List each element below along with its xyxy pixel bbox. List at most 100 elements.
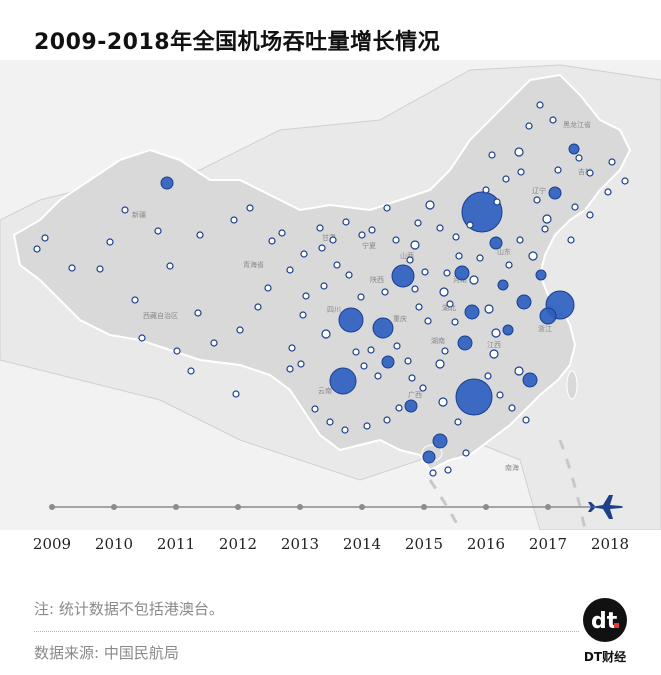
airport-bubble bbox=[542, 214, 552, 224]
airport-bubble bbox=[528, 251, 538, 261]
airport-bubble bbox=[96, 265, 104, 273]
airport-bubble bbox=[41, 234, 49, 242]
map-label: 湖北 bbox=[442, 303, 456, 312]
map-label: 重庆 bbox=[393, 314, 407, 323]
airport-bubble bbox=[338, 307, 364, 333]
airport-bubble bbox=[469, 275, 479, 285]
airport-bubble bbox=[502, 324, 514, 336]
airport-bubble bbox=[554, 166, 562, 174]
airport-bubble bbox=[441, 347, 449, 355]
timeline-dot[interactable] bbox=[235, 504, 241, 510]
year-label-2016[interactable]: 2016 bbox=[466, 535, 506, 553]
airport-bubble bbox=[455, 378, 493, 416]
airport-bubble bbox=[488, 151, 496, 159]
map-label: 西藏自治区 bbox=[143, 311, 178, 320]
dt-logo-icon: dt bbox=[583, 598, 627, 642]
airport-bubble bbox=[196, 231, 204, 239]
airport-bubble bbox=[516, 236, 524, 244]
airport-bubble bbox=[608, 158, 616, 166]
airport-bubble bbox=[419, 384, 427, 392]
airport-bubble bbox=[452, 233, 460, 241]
airport-bubble bbox=[464, 304, 480, 320]
airport-bubble bbox=[435, 359, 445, 369]
airport-bubble bbox=[381, 288, 389, 296]
year-label-2014[interactable]: 2014 bbox=[342, 535, 382, 553]
airport-bubble bbox=[286, 266, 294, 274]
year-label-2010[interactable]: 2010 bbox=[94, 535, 134, 553]
year-timeline: 2009 2010 2011 2012 2013 2014 2015 2016 2017 2018 bbox=[0, 495, 661, 555]
timeline-dot[interactable] bbox=[545, 504, 551, 510]
airport-bubble bbox=[264, 284, 272, 292]
year-label-2017[interactable]: 2017 bbox=[528, 535, 568, 553]
airport-bubble bbox=[33, 245, 41, 253]
airport-bubble bbox=[360, 362, 368, 370]
timeline-dot[interactable] bbox=[421, 504, 427, 510]
airport-bubble bbox=[539, 307, 557, 325]
airport-bubble bbox=[586, 169, 594, 177]
map-label: 陕西 bbox=[370, 275, 384, 284]
airport-bubble bbox=[404, 399, 418, 413]
airport-bubble bbox=[321, 329, 331, 339]
airport-bubble bbox=[393, 342, 401, 350]
timeline-dot[interactable] bbox=[359, 504, 365, 510]
airport-bubble bbox=[457, 335, 473, 351]
timeline-dot[interactable] bbox=[297, 504, 303, 510]
airport-bubble bbox=[476, 254, 484, 262]
airport-bubble bbox=[451, 318, 459, 326]
year-label-2015[interactable]: 2015 bbox=[404, 535, 444, 553]
year-label-2018[interactable]: 2018 bbox=[590, 535, 630, 553]
year-label-2011[interactable]: 2011 bbox=[156, 535, 196, 553]
airport-bubble bbox=[210, 339, 218, 347]
taiwan-island bbox=[566, 370, 578, 400]
map-label: 江西 bbox=[487, 341, 501, 349]
airport-bubble bbox=[173, 347, 181, 355]
year-label-2009[interactable]: 2009 bbox=[32, 535, 72, 553]
year-label-2013[interactable]: 2013 bbox=[280, 535, 320, 553]
airport-bubble bbox=[246, 204, 254, 212]
airport-bubble bbox=[194, 309, 202, 317]
map-label: 黑龙江省 bbox=[563, 120, 591, 129]
airport-bubble bbox=[329, 367, 357, 395]
airport-bubble bbox=[439, 287, 449, 297]
airport-bubble bbox=[358, 231, 366, 239]
airport-bubble bbox=[575, 154, 583, 162]
airport-bubble bbox=[491, 328, 501, 338]
airport-bubble bbox=[383, 416, 391, 424]
airport-bubble bbox=[489, 236, 503, 250]
airport-bubble bbox=[454, 418, 462, 426]
logo-name: DT财经 bbox=[583, 650, 627, 664]
timeline-dot[interactable] bbox=[483, 504, 489, 510]
divider bbox=[34, 631, 579, 632]
map-label: 宁夏 bbox=[362, 241, 376, 250]
airport-bubble bbox=[482, 186, 490, 194]
timeline-dot[interactable] bbox=[111, 504, 117, 510]
airport-bubble bbox=[254, 303, 262, 311]
airport-bubble bbox=[367, 346, 375, 354]
airport-bubble bbox=[454, 265, 470, 281]
airplane-icon[interactable] bbox=[588, 495, 623, 519]
timeline-dot[interactable] bbox=[49, 504, 55, 510]
timeline-dot[interactable] bbox=[173, 504, 179, 510]
airport-bubble bbox=[352, 348, 360, 356]
airport-bubble bbox=[466, 221, 474, 229]
airport-bubble bbox=[567, 236, 575, 244]
airport-bubble bbox=[288, 344, 296, 352]
airport-bubble bbox=[432, 433, 448, 449]
year-label-2012[interactable]: 2012 bbox=[218, 535, 258, 553]
airport-bubble bbox=[329, 236, 337, 244]
airport-bubble bbox=[493, 198, 501, 206]
airport-bubble bbox=[484, 304, 494, 314]
map-label: 山西 bbox=[400, 251, 414, 260]
airport-bubble bbox=[446, 300, 454, 308]
airport-bubble bbox=[395, 404, 403, 412]
airport-bubble bbox=[316, 224, 324, 232]
airport-bubble bbox=[232, 390, 240, 398]
timeline-svg bbox=[49, 495, 623, 519]
airport-bubble bbox=[549, 116, 557, 124]
airport-bubble bbox=[342, 218, 350, 226]
airport-bubble bbox=[121, 206, 129, 214]
map-svg: 黑龙江省 吉林 辽宁 新疆 甘肃 宁夏 山西 山东 青海省 陕西 河南 四川 湖… bbox=[0, 60, 661, 531]
airport-bubble bbox=[422, 450, 436, 464]
airport-bubble bbox=[187, 367, 195, 375]
map-label: 青海省 bbox=[243, 260, 264, 269]
